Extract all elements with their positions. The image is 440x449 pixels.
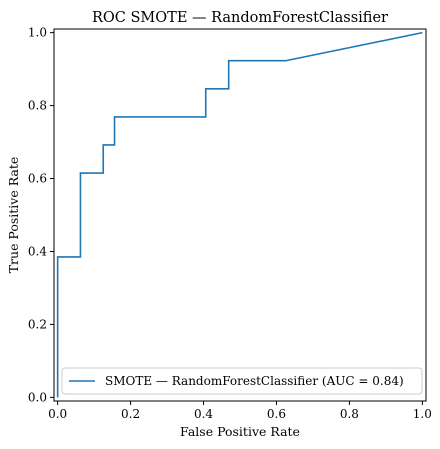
roc-curve-line <box>56 31 423 398</box>
ticks: 0.0 0.2 0.4 0.6 0.8 1.0 0.0 0.2 0.4 0.6 0.8 1.0 <box>28 26 432 421</box>
chart-title: ROC SMOTE — RandomForestClassifier <box>92 10 388 26</box>
y-tick-label: 1.0 <box>28 26 47 40</box>
x-tick-label: 1.0 <box>413 407 432 421</box>
y-tick-label: 0.8 <box>28 99 47 113</box>
x-tick-label: 0.4 <box>194 407 213 421</box>
y-axis-label: True Positive Rate <box>6 157 21 274</box>
y-tick-label: 0.4 <box>28 244 47 258</box>
y-tick-label: 0.2 <box>28 317 47 331</box>
plot-area: 0.0 0.2 0.4 0.6 0.8 1.0 0.0 0.2 0.4 0.6 0.8 1.0 <box>28 26 432 421</box>
legend: SMOTE — RandomForestClassifier (AUC = 0.… <box>61 367 423 395</box>
legend-box <box>61 367 423 395</box>
x-tick-label: 0.6 <box>267 407 286 421</box>
y-tick-label: 0.0 <box>28 390 47 404</box>
legend-label: SMOTE — RandomForestClassifier (AUC = 0.… <box>105 374 404 388</box>
x-tick-label: 0.0 <box>48 407 67 421</box>
x-tick-label: 0.2 <box>121 407 140 421</box>
y-tick-label: 0.6 <box>28 172 47 186</box>
x-axis-label: False Positive Rate <box>180 424 300 439</box>
x-tick-label: 0.8 <box>340 407 359 421</box>
axes-frame <box>53 28 427 402</box>
